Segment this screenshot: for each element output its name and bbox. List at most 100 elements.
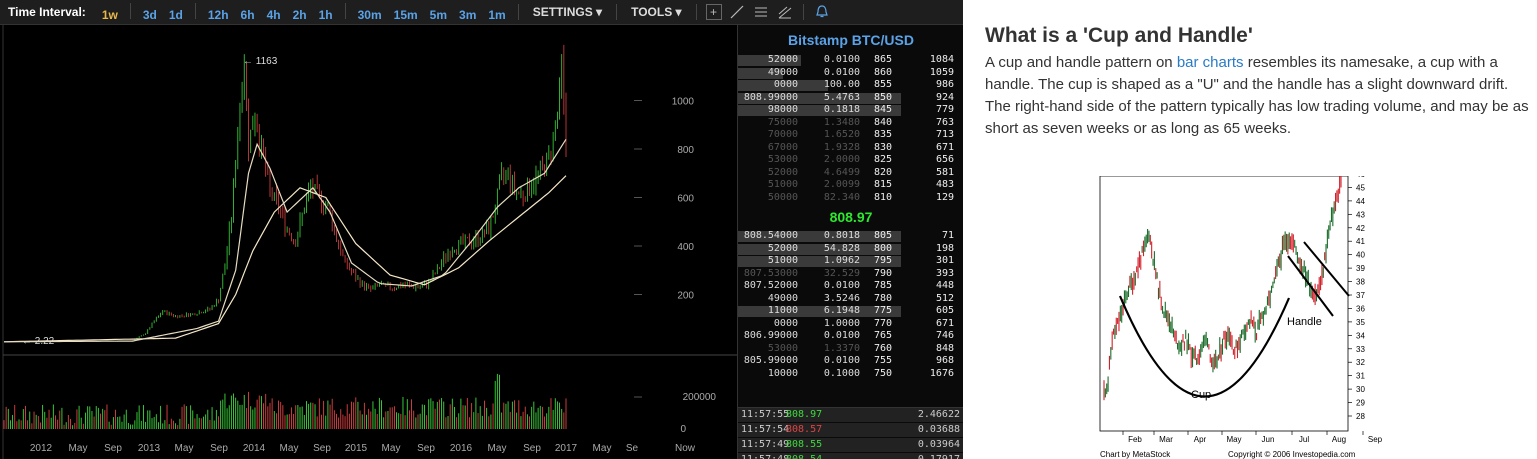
bid-row[interactable]: 51000 1.0962 795 301 bbox=[738, 255, 963, 268]
settings-menu[interactable]: SETTINGS ▾ bbox=[532, 5, 603, 19]
depth-price: 815 bbox=[873, 179, 892, 190]
depth-total: 605 bbox=[935, 305, 954, 316]
order-amount: 1.3370 bbox=[823, 342, 860, 354]
depth-price: 760 bbox=[873, 342, 892, 354]
ask-row[interactable]: 70000 1.6520 835 713 bbox=[738, 129, 963, 142]
interval-15m[interactable]: 15m bbox=[393, 7, 418, 22]
depth-total: 779 bbox=[935, 104, 954, 115]
depth-bar bbox=[738, 105, 901, 116]
interval-2h[interactable]: 2h bbox=[292, 7, 307, 22]
depth-total: 848 bbox=[935, 342, 954, 354]
interval-5m[interactable]: 5m bbox=[429, 7, 448, 22]
depth-bar bbox=[738, 243, 901, 255]
y-tick-label: 31 bbox=[1356, 372, 1365, 381]
tools-label: TOOLS bbox=[631, 5, 673, 19]
bid-row[interactable]: 806.99000 0.0100 765 746 bbox=[738, 330, 963, 343]
bid-row[interactable]: 0000 1.0000 770 671 bbox=[738, 318, 963, 331]
ask-row[interactable]: 53000 2.0000 825 656 bbox=[738, 154, 963, 167]
handle-label: Handle bbox=[1287, 316, 1322, 328]
depth-price: 850 bbox=[873, 91, 892, 103]
x-tick-label: Sep bbox=[313, 443, 331, 454]
bid-row[interactable]: 807.52000 0.0100 785 448 bbox=[738, 280, 963, 293]
interval-30m[interactable]: 30m bbox=[357, 7, 382, 22]
order-price: 52000 bbox=[767, 166, 798, 178]
order-amount: 5.4763 bbox=[823, 91, 860, 103]
y-tick-label: 33 bbox=[1356, 345, 1365, 354]
bid-row[interactable]: 10000 0.1000 750 1676 bbox=[738, 368, 963, 381]
tools-menu[interactable]: TOOLS ▾ bbox=[631, 5, 682, 19]
order-price: 49000 bbox=[767, 66, 798, 78]
order-amount: 0.0100 bbox=[823, 355, 860, 366]
order-price: 52000 bbox=[767, 242, 798, 254]
ask-row[interactable]: 49000 0.0100 860 1059 bbox=[738, 67, 963, 80]
low-annotation: ← 2.22 bbox=[22, 336, 55, 347]
y-tick-label: 37 bbox=[1356, 291, 1365, 300]
bar-charts-link[interactable]: bar charts bbox=[1176, 54, 1244, 71]
depth-price: 845 bbox=[873, 104, 892, 115]
y-tick-label: 46 bbox=[1356, 176, 1365, 179]
x-tick-label: Sep bbox=[417, 443, 435, 454]
order-amount: 2.0099 bbox=[823, 179, 860, 190]
order-amount: 82.340 bbox=[823, 191, 860, 203]
bid-row[interactable]: 807.53000 32.529 790 393 bbox=[738, 268, 963, 281]
ask-row[interactable]: 51000 2.0099 815 483 bbox=[738, 179, 963, 192]
interval-1h[interactable]: 1h bbox=[318, 7, 333, 22]
horizontal-lines-icon[interactable] bbox=[752, 3, 770, 21]
divider bbox=[517, 4, 519, 20]
plot-frame bbox=[1099, 176, 1349, 432]
ask-row[interactable]: 52000 0.0100 865 1084 bbox=[738, 54, 963, 67]
order-price: 50000 bbox=[767, 191, 798, 203]
trade-row: 11:57:49 808.55 0.03964 bbox=[738, 438, 963, 452]
crosshair-icon[interactable]: + bbox=[705, 4, 722, 20]
ask-row[interactable]: 75000 1.3480 840 763 bbox=[738, 117, 963, 130]
y-tick-label: 30 bbox=[1356, 385, 1365, 394]
interval-12h[interactable]: 12h bbox=[207, 7, 229, 22]
y-tick-label: 45 bbox=[1356, 183, 1365, 192]
interval-4h[interactable]: 4h bbox=[266, 7, 281, 22]
y-tick-label: 40 bbox=[1356, 251, 1365, 260]
trade-price: 808.57 bbox=[786, 424, 823, 435]
fibonacci-icon[interactable] bbox=[776, 3, 794, 21]
order-price: 53000 bbox=[767, 342, 798, 354]
ask-row[interactable]: 52000 4.6499 820 581 bbox=[738, 167, 963, 180]
x-tick-label: Jun bbox=[1262, 435, 1275, 444]
order-price: 806.99000 bbox=[743, 330, 798, 341]
order-price: 75000 bbox=[767, 116, 798, 128]
bid-row[interactable]: 805.99000 0.0100 755 968 bbox=[738, 355, 963, 368]
moving-average-fast bbox=[4, 138, 567, 343]
x-tick-label: Sep bbox=[523, 443, 541, 454]
depth-price: 825 bbox=[873, 154, 892, 165]
y-tick-label: 38 bbox=[1356, 278, 1365, 287]
trendline-icon[interactable] bbox=[728, 3, 746, 21]
trade-time: 11:57:48 bbox=[741, 453, 789, 459]
interval-1w[interactable]: 1w bbox=[101, 7, 118, 22]
interval-3d[interactable]: 3d bbox=[142, 7, 157, 22]
order-price: 67000 bbox=[767, 141, 798, 153]
interval-1m[interactable]: 1m bbox=[488, 7, 506, 22]
footer-left: Chart by MetaStock bbox=[1100, 450, 1171, 459]
interval-1d[interactable]: 1d bbox=[168, 7, 183, 22]
volume-tick-label: 0 bbox=[680, 424, 686, 435]
ask-row[interactable]: 0000 100.00 855 986 bbox=[738, 79, 963, 92]
y-tick-label: 200 bbox=[677, 291, 694, 302]
ask-row[interactable]: 98000 0.1818 845 779 bbox=[738, 104, 963, 117]
x-tick-label: Jul bbox=[1299, 435, 1309, 444]
bid-row[interactable]: 49000 3.5246 780 512 bbox=[738, 293, 963, 306]
interval-6h[interactable]: 6h bbox=[240, 7, 255, 22]
bid-row[interactable]: 11000 6.1948 775 605 bbox=[738, 305, 963, 318]
depth-price: 800 bbox=[873, 242, 892, 254]
bid-row[interactable]: 53000 1.3370 760 848 bbox=[738, 343, 963, 356]
body-text: A cup and handle pattern on bbox=[985, 54, 1177, 71]
ask-row[interactable]: 808.99000 5.4763 850 924 bbox=[738, 92, 963, 105]
bell-icon[interactable] bbox=[813, 3, 831, 21]
order-amount: 1.6520 bbox=[823, 129, 860, 140]
depth-bar bbox=[738, 67, 784, 79]
x-tick-label: Feb bbox=[1128, 435, 1142, 444]
interval-3m[interactable]: 3m bbox=[459, 7, 477, 22]
order-amount: 4.6499 bbox=[823, 166, 860, 178]
ask-row[interactable]: 67000 1.9328 830 671 bbox=[738, 142, 963, 155]
price-chart[interactable]: 200 400 600 800 1000 200000 0 2012 May Sep 2013 May… bbox=[0, 25, 737, 459]
bid-row[interactable]: 52000 54.828 800 198 bbox=[738, 243, 963, 256]
bid-row[interactable]: 808.54000 0.8018 805 71 bbox=[738, 230, 963, 243]
ask-row[interactable]: 50000 82.340 810 129 bbox=[738, 192, 963, 205]
